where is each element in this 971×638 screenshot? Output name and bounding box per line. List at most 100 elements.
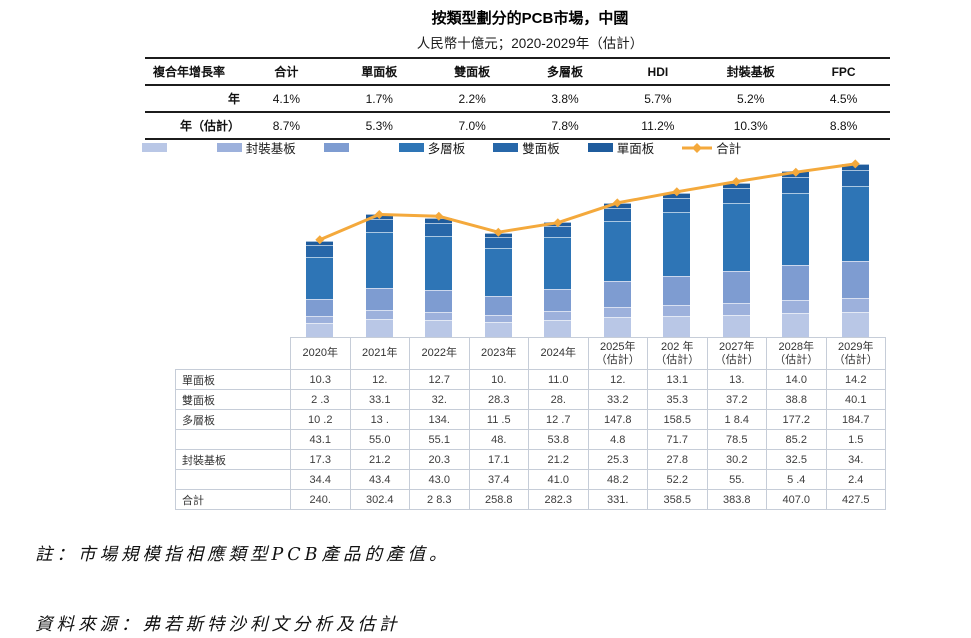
bar-segment <box>544 311 572 320</box>
cagr-header-cell: 複合年增長率 <box>153 65 226 79</box>
value-cell: 17.1 <box>468 449 529 470</box>
row-label-cell <box>175 469 291 490</box>
bar-segment <box>782 300 810 313</box>
bar-segment <box>484 322 512 337</box>
value-cell: 48. <box>468 429 529 450</box>
value-cell: 30.2 <box>706 449 767 470</box>
year-header-cell: 2022年 <box>409 337 470 370</box>
value-cell: 2 .3 <box>290 389 351 410</box>
row-label-cell: 多層板 <box>175 409 291 430</box>
bar-segment <box>782 193 810 265</box>
bar-column <box>722 183 750 337</box>
value-cell: 25.3 <box>587 449 648 470</box>
table-row: 雙面板 2 .3 33.1 32. 28.3 28. 33.2 35.3 37.2 38.8 40.… <box>175 389 886 410</box>
bar-segment <box>425 290 453 312</box>
cagr-value-cell: 11.2% <box>641 118 675 133</box>
bar-segment <box>603 221 631 281</box>
value-cell: 258.8 <box>468 489 529 510</box>
value-cell: 55.0 <box>349 429 410 450</box>
legend-swatch-icon <box>398 143 424 152</box>
value-cell: 2.4 <box>825 469 886 490</box>
value-cell: 21.2 <box>349 449 410 470</box>
bar-segment <box>663 305 691 316</box>
bar-segment <box>484 296 512 315</box>
value-cell: 52.2 <box>647 469 708 490</box>
year-header-cell: 2028年 （估計） <box>766 337 827 370</box>
value-cell: 34.4 <box>290 469 351 490</box>
value-cell: 13. <box>706 369 767 390</box>
year-header-cell: 2023年 <box>468 337 529 370</box>
row-label-cell: 雙面板 <box>175 389 291 410</box>
line-marker-icon <box>612 198 622 208</box>
value-cell: 1 8.4 <box>706 409 767 430</box>
bar-segment <box>365 219 393 232</box>
value-cell: 147.8 <box>587 409 648 430</box>
value-cell: 38.8 <box>766 389 827 410</box>
bar-segment <box>306 299 334 316</box>
value-cell: 35.3 <box>647 389 708 410</box>
bar-segment <box>365 319 393 337</box>
legend-swatch-icon <box>587 143 613 152</box>
cagr-header-cell: 合计 <box>274 65 299 79</box>
bar-segment <box>722 203 750 271</box>
bar-segment <box>306 257 334 299</box>
table-row: 單面板 10.3 12. 12.7 10. 11.0 12. 13.1 13. 14.0 14.2 <box>175 369 886 390</box>
value-cell: 41.0 <box>528 469 589 490</box>
bar-segment <box>603 307 631 317</box>
value-cell: 10 .2 <box>290 409 351 430</box>
value-cell: 12. <box>349 369 410 390</box>
cagr-value-cell: 7.0% <box>458 118 486 133</box>
value-cell: 14.2 <box>825 369 886 390</box>
bar-column <box>544 222 572 337</box>
value-cell: 12.7 <box>409 369 470 390</box>
value-cell: 28. <box>528 389 589 410</box>
row-label-cell: 封裝基板 <box>175 449 291 470</box>
legend-label: 合計 <box>716 142 742 156</box>
cagr-header-cell: 單面板 <box>361 65 398 79</box>
value-cell: 2 8.3 <box>409 489 470 510</box>
bar-segment <box>425 320 453 337</box>
legend-swatch-icon <box>141 143 167 152</box>
year-header-cell: 2027年 （估計） <box>706 337 767 370</box>
legend-item: 封裝基板 <box>216 138 296 157</box>
legend-item <box>141 143 167 152</box>
cagr-header-row: 複合年增長率 合计 單面板 雙面板 多層板 HDI 封裝基板 FPC <box>145 57 890 84</box>
value-cell: 331. <box>587 489 648 510</box>
legend-swatch-icon <box>493 143 519 152</box>
line-marker-icon <box>315 235 325 245</box>
bar-segment <box>722 271 750 303</box>
value-cell: 12 .7 <box>528 409 589 430</box>
value-cell: 32. <box>409 389 470 410</box>
line-marker-icon <box>850 159 860 169</box>
value-cell: 53.8 <box>528 429 589 450</box>
cagr-header-cell: HDI <box>647 64 669 79</box>
total-line-icon <box>682 142 713 153</box>
chart-legend: 封裝基板 多層板 雙面板 單面板 合計 <box>0 138 971 157</box>
year-header-cell: 2024年 <box>528 337 589 370</box>
bar-segment <box>484 248 512 296</box>
bar-column <box>365 214 393 337</box>
chart-title: 按類型劃分的PCB市場，中國 <box>431 10 629 27</box>
bar-segment <box>663 212 691 276</box>
legend-label: 封裝基板 <box>245 142 296 156</box>
bar-segment <box>365 232 393 288</box>
value-cell: 78.5 <box>706 429 767 450</box>
bar-segment <box>425 223 453 236</box>
cagr-value-cell: 5.3% <box>365 118 393 133</box>
cagr-value-cell: 4.5% <box>829 91 858 106</box>
value-cell: 43.1 <box>290 429 351 450</box>
bar-segment <box>365 310 393 319</box>
value-cell: 27.8 <box>647 449 708 470</box>
table-row: 43.1 55.0 55.1 48. 53.8 4.8 71.7 78.5 85.2 1.5 <box>175 429 886 450</box>
value-cell: 407.0 <box>766 489 827 510</box>
cagr-row: 年 4.1% 1.7% 2.2% 3.8% 5.7% 5.2% 4.5% <box>145 84 890 111</box>
cagr-header-cell: FPC <box>831 64 856 79</box>
bar-segment <box>722 315 750 337</box>
bar-segment <box>484 315 512 322</box>
bar-segment <box>484 237 512 248</box>
value-cell: 55. <box>706 469 767 490</box>
value-cell: 10.3 <box>290 369 351 390</box>
legend-swatch-icon <box>216 143 242 152</box>
bar-segment <box>782 177 810 193</box>
